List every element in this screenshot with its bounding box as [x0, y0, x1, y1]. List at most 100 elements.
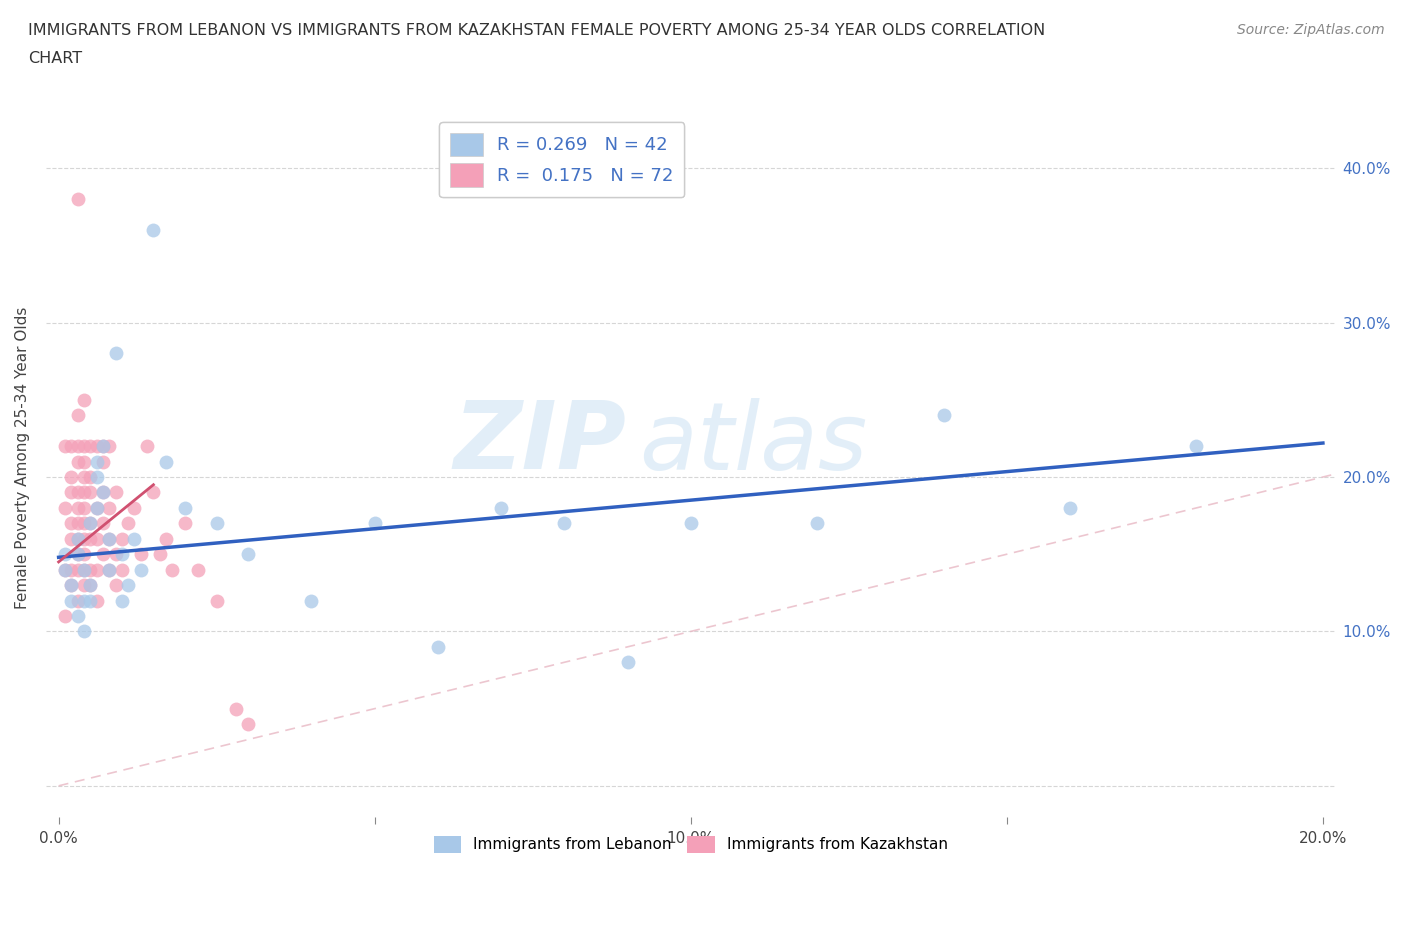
- Point: [1059, 500, 1081, 515]
- Text: Source: ZipAtlas.com: Source: ZipAtlas.com: [1237, 23, 1385, 37]
- Legend: Immigrants from Lebanon, Immigrants from Kazakhstan: Immigrants from Lebanon, Immigrants from…: [427, 830, 955, 859]
- Point: [124, 500, 146, 515]
- Point: [111, 547, 134, 562]
- Point: [86, 531, 108, 546]
- Point: [53, 547, 76, 562]
- Point: [60, 470, 83, 485]
- Point: [117, 516, 139, 531]
- Point: [363, 516, 385, 531]
- Point: [104, 578, 127, 592]
- Point: [73, 516, 96, 531]
- Point: [73, 624, 96, 639]
- Point: [162, 563, 184, 578]
- Point: [73, 578, 96, 592]
- Point: [104, 346, 127, 361]
- Point: [66, 547, 89, 562]
- Point: [149, 547, 172, 562]
- Point: [66, 516, 89, 531]
- Point: [73, 531, 96, 546]
- Point: [79, 485, 101, 500]
- Point: [79, 516, 101, 531]
- Point: [98, 531, 121, 546]
- Point: [66, 500, 89, 515]
- Point: [73, 392, 96, 407]
- Point: [111, 563, 134, 578]
- Point: [86, 470, 108, 485]
- Point: [66, 608, 89, 623]
- Point: [73, 470, 96, 485]
- Point: [142, 485, 165, 500]
- Point: [79, 563, 101, 578]
- Point: [932, 407, 955, 422]
- Point: [66, 531, 89, 546]
- Point: [155, 454, 177, 469]
- Point: [60, 578, 83, 592]
- Point: [60, 531, 83, 546]
- Point: [104, 547, 127, 562]
- Point: [86, 454, 108, 469]
- Point: [79, 578, 101, 592]
- Point: [53, 500, 76, 515]
- Point: [616, 655, 638, 670]
- Point: [91, 454, 114, 469]
- Point: [301, 593, 323, 608]
- Point: [104, 485, 127, 500]
- Point: [91, 439, 114, 454]
- Point: [66, 485, 89, 500]
- Point: [53, 563, 76, 578]
- Point: [489, 500, 512, 515]
- Point: [205, 593, 228, 608]
- Point: [98, 500, 121, 515]
- Point: [111, 531, 134, 546]
- Point: [91, 485, 114, 500]
- Point: [129, 547, 152, 562]
- Point: [60, 563, 83, 578]
- Point: [73, 593, 96, 608]
- Point: [73, 485, 96, 500]
- Point: [73, 500, 96, 515]
- Point: [174, 516, 197, 531]
- Point: [117, 578, 139, 592]
- Point: [174, 500, 197, 515]
- Text: atlas: atlas: [640, 398, 868, 489]
- Point: [66, 547, 89, 562]
- Point: [238, 547, 260, 562]
- Point: [806, 516, 828, 531]
- Point: [73, 563, 96, 578]
- Point: [79, 531, 101, 546]
- Point: [60, 593, 83, 608]
- Point: [86, 563, 108, 578]
- Text: CHART: CHART: [28, 51, 82, 66]
- Point: [79, 593, 101, 608]
- Point: [98, 439, 121, 454]
- Point: [53, 608, 76, 623]
- Point: [60, 439, 83, 454]
- Point: [60, 578, 83, 592]
- Point: [66, 593, 89, 608]
- Point: [142, 222, 165, 237]
- Point: [60, 516, 83, 531]
- Point: [73, 563, 96, 578]
- Text: ZIP: ZIP: [453, 397, 626, 489]
- Point: [53, 439, 76, 454]
- Point: [66, 407, 89, 422]
- Point: [60, 485, 83, 500]
- Point: [98, 563, 121, 578]
- Point: [124, 531, 146, 546]
- Point: [155, 531, 177, 546]
- Point: [679, 516, 702, 531]
- Point: [1185, 439, 1208, 454]
- Point: [86, 593, 108, 608]
- Point: [86, 439, 108, 454]
- Point: [86, 500, 108, 515]
- Point: [53, 563, 76, 578]
- Point: [79, 470, 101, 485]
- Point: [91, 516, 114, 531]
- Point: [91, 547, 114, 562]
- Point: [66, 454, 89, 469]
- Point: [98, 563, 121, 578]
- Point: [66, 531, 89, 546]
- Point: [187, 563, 209, 578]
- Point: [129, 563, 152, 578]
- Point: [73, 439, 96, 454]
